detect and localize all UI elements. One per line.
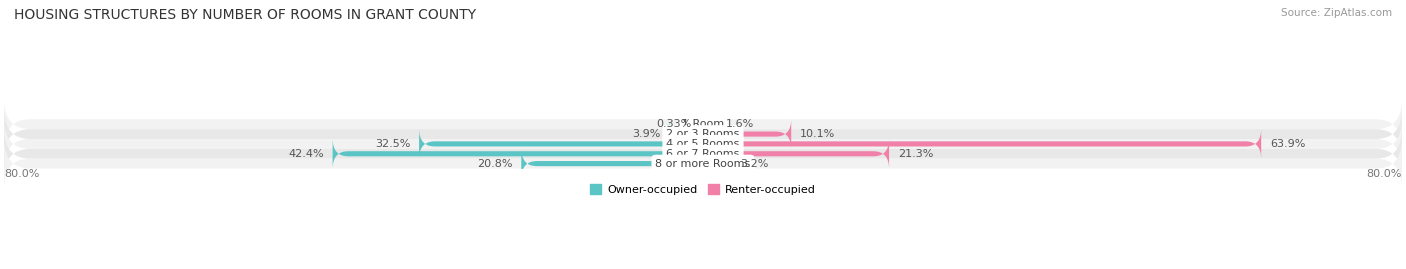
Text: 42.4%: 42.4%: [288, 149, 323, 159]
Text: 21.3%: 21.3%: [898, 149, 934, 159]
FancyBboxPatch shape: [4, 139, 1402, 188]
Text: HOUSING STRUCTURES BY NUMBER OF ROOMS IN GRANT COUNTY: HOUSING STRUCTURES BY NUMBER OF ROOMS IN…: [14, 8, 477, 22]
FancyBboxPatch shape: [702, 109, 718, 139]
FancyBboxPatch shape: [669, 119, 703, 149]
FancyBboxPatch shape: [703, 119, 792, 149]
FancyBboxPatch shape: [522, 148, 703, 179]
Text: 1 Room: 1 Room: [682, 119, 724, 129]
Legend: Owner-occupied, Renter-occupied: Owner-occupied, Renter-occupied: [586, 180, 820, 199]
Text: 2 or 3 Rooms: 2 or 3 Rooms: [666, 129, 740, 139]
Text: 80.0%: 80.0%: [1367, 169, 1402, 179]
Text: Source: ZipAtlas.com: Source: ZipAtlas.com: [1281, 8, 1392, 18]
Text: 4 or 5 Rooms: 4 or 5 Rooms: [666, 139, 740, 149]
Text: 8 or more Rooms: 8 or more Rooms: [655, 159, 751, 169]
Text: 10.1%: 10.1%: [800, 129, 835, 139]
Text: 3.2%: 3.2%: [740, 159, 768, 169]
Text: 1.6%: 1.6%: [725, 119, 754, 129]
FancyBboxPatch shape: [4, 100, 1402, 149]
FancyBboxPatch shape: [703, 129, 1261, 159]
Text: 63.9%: 63.9%: [1270, 139, 1305, 149]
FancyBboxPatch shape: [333, 139, 703, 169]
Text: 6 or 7 Rooms: 6 or 7 Rooms: [666, 149, 740, 159]
FancyBboxPatch shape: [703, 139, 889, 169]
FancyBboxPatch shape: [688, 109, 716, 139]
Text: 3.9%: 3.9%: [631, 129, 661, 139]
Text: 0.33%: 0.33%: [657, 119, 692, 129]
Text: 32.5%: 32.5%: [375, 139, 411, 149]
FancyBboxPatch shape: [4, 129, 1402, 178]
FancyBboxPatch shape: [4, 119, 1402, 169]
Text: 80.0%: 80.0%: [4, 169, 39, 179]
FancyBboxPatch shape: [419, 129, 703, 159]
FancyBboxPatch shape: [703, 148, 731, 179]
Text: 20.8%: 20.8%: [477, 159, 513, 169]
FancyBboxPatch shape: [4, 109, 1402, 159]
